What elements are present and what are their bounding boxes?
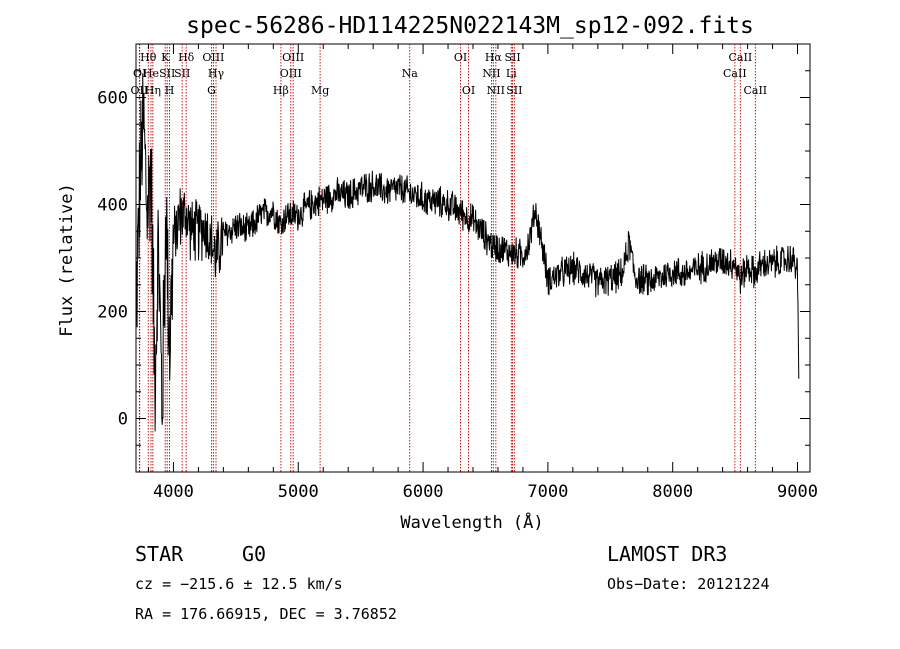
x-axis-label: Wavelength (Å) (400, 511, 543, 533)
object-subclass: G0 (242, 542, 266, 566)
x-tick-label-5000: 5000 (278, 482, 319, 502)
line-label-10: OIII (202, 51, 224, 64)
line-label-21: NII (482, 67, 500, 80)
line-label-17: Na (402, 67, 419, 80)
line-label-11: Hγ (208, 67, 225, 80)
spectrum-line (135, 73, 800, 432)
line-label-4: Hη (145, 84, 161, 97)
line-label-23: SII (504, 51, 520, 64)
axis-ticks: 4000 5000 6000 7000 8000 9000 0 200 400 600 (97, 43, 818, 502)
line-label-5: K (161, 51, 170, 64)
x-tick-label-4000: 4000 (153, 482, 194, 502)
line-label-13: Hβ (273, 84, 289, 97)
y-axis-label: Flux (relative) (57, 183, 77, 337)
line-label-26: CaII (729, 51, 753, 64)
y-tick-label-200: 200 (97, 303, 128, 323)
spectral-line-markers (138, 44, 756, 472)
y-tick-label-600: 600 (97, 89, 128, 109)
line-label-6: SII (159, 67, 175, 80)
line-label-27: CaII (723, 67, 747, 80)
coordinates: RA = 176.66915, DEC = 3.76852 (135, 605, 397, 623)
line-label-15: OIII (280, 67, 302, 80)
line-label-20: Hα (485, 51, 503, 64)
y-tick-label-0: 0 (118, 410, 128, 430)
x-tick-label-8000: 8000 (652, 482, 693, 502)
plot-frame (135, 43, 811, 473)
line-label-8: Hδ (178, 51, 195, 64)
line-label-12: G (207, 84, 216, 97)
line-label-3: He (143, 67, 159, 80)
y-tick-label-400: 400 (97, 196, 128, 216)
line-label-14: OIII (282, 51, 304, 64)
chart-title: spec-56286-HD114225N022143M_sp12-092.fit… (186, 13, 754, 39)
line-label-9: SII (174, 67, 190, 80)
object-class: STAR (135, 542, 184, 566)
x-tick-label-9000: 9000 (777, 482, 818, 502)
x-tick-label-7000: 7000 (527, 482, 568, 502)
redshift-info: cz = −215.6 ± 12.5 km/s (135, 575, 343, 593)
x-tick-label-6000: 6000 (403, 482, 444, 502)
line-label-24: Li (506, 67, 517, 80)
line-label-22: NII (487, 84, 505, 97)
line-label-7: H (165, 84, 175, 97)
survey-name: LAMOST DR3 (607, 542, 727, 566)
line-label-16: Mg (311, 84, 329, 97)
line-label-25: SII (506, 84, 522, 97)
line-label-18: OI (454, 51, 467, 64)
line-label-2: Hθ (140, 51, 157, 64)
line-label-19: OI (462, 84, 475, 97)
observation-date: Obs−Date: 20121224 (607, 575, 770, 593)
line-label-28: CaII (743, 84, 767, 97)
